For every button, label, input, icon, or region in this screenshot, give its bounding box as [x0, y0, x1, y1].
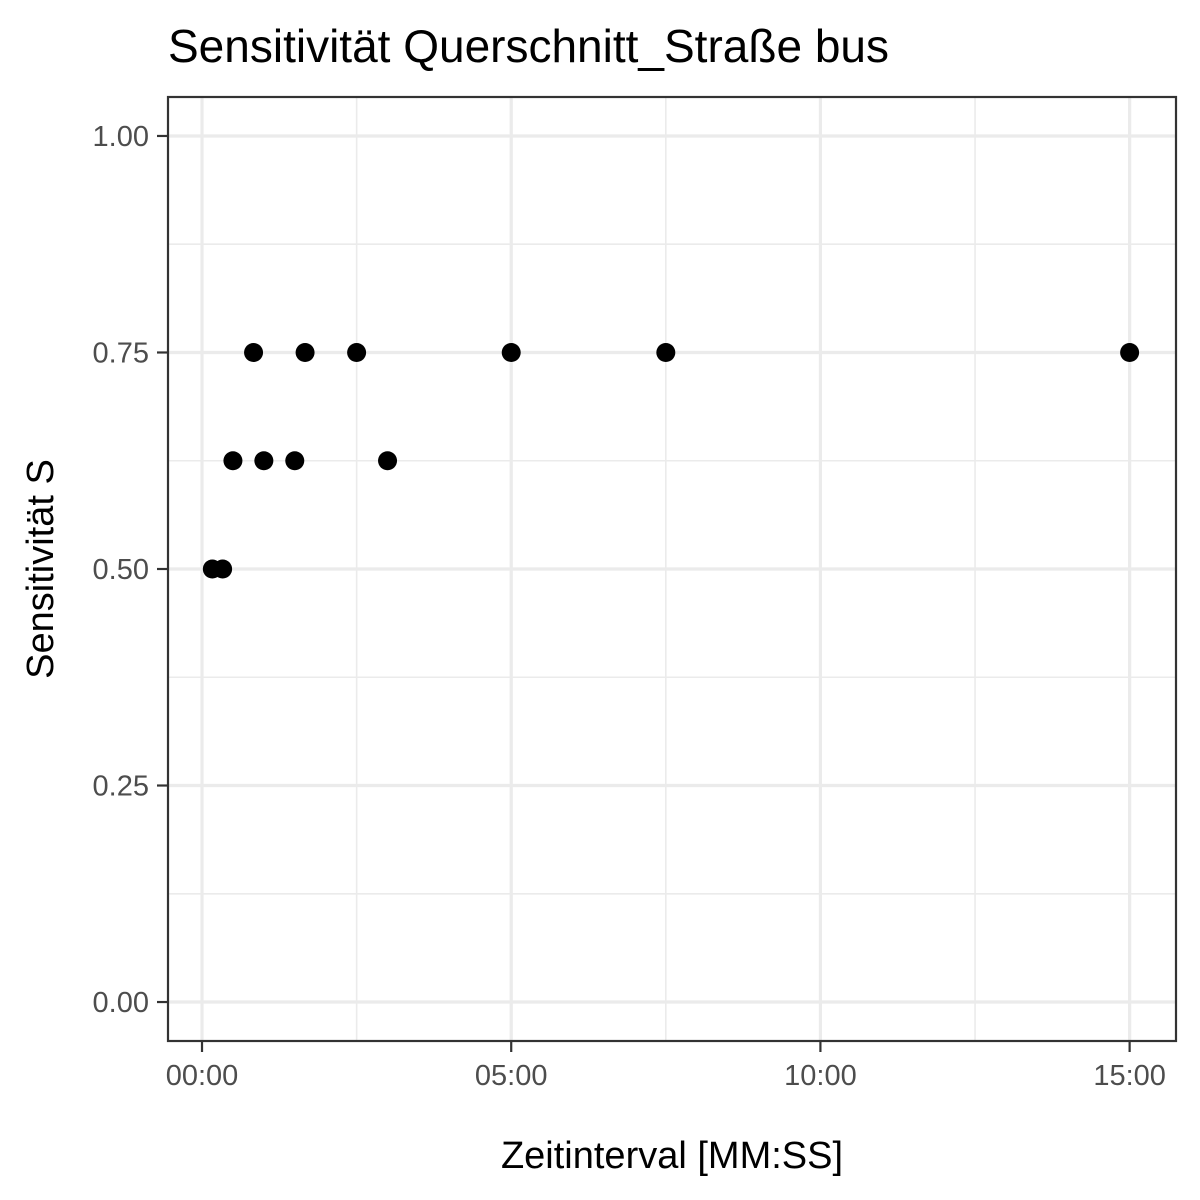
- data-point: [285, 451, 305, 471]
- data-point: [656, 342, 676, 362]
- x-axis: 00:00 05:00 10:00 15:00: [166, 1041, 1166, 1092]
- y-axis: 0.00 0.25 0.50 0.75 1.00: [93, 121, 168, 1019]
- data-points: [202, 342, 1140, 579]
- data-point: [347, 342, 367, 362]
- y-tick-label: 0.00: [93, 987, 149, 1019]
- x-tick-label: 10:00: [784, 1060, 857, 1092]
- y-tick-label: 1.00: [93, 121, 149, 153]
- y-tick-label: 0.75: [93, 337, 149, 369]
- x-axis-title: Zeitinterval [MM:SS]: [501, 1135, 843, 1177]
- x-tick-label: 05:00: [475, 1060, 548, 1092]
- x-tick-label: 15:00: [1093, 1060, 1166, 1092]
- data-point: [378, 451, 398, 471]
- major-gridlines: [168, 97, 1176, 1041]
- data-point: [295, 342, 315, 362]
- y-tick-label: 0.50: [93, 554, 149, 586]
- data-point: [223, 451, 243, 471]
- y-axis-title: Sensitivität S: [20, 459, 62, 679]
- data-point: [213, 559, 233, 579]
- x-tick-label: 00:00: [166, 1060, 239, 1092]
- chart-title: Sensitivität Querschnitt_Straße bus: [168, 20, 889, 72]
- data-point: [244, 342, 264, 362]
- data-point: [1120, 342, 1140, 362]
- data-point: [501, 342, 521, 362]
- data-point: [254, 451, 274, 471]
- y-tick-label: 0.25: [93, 771, 149, 803]
